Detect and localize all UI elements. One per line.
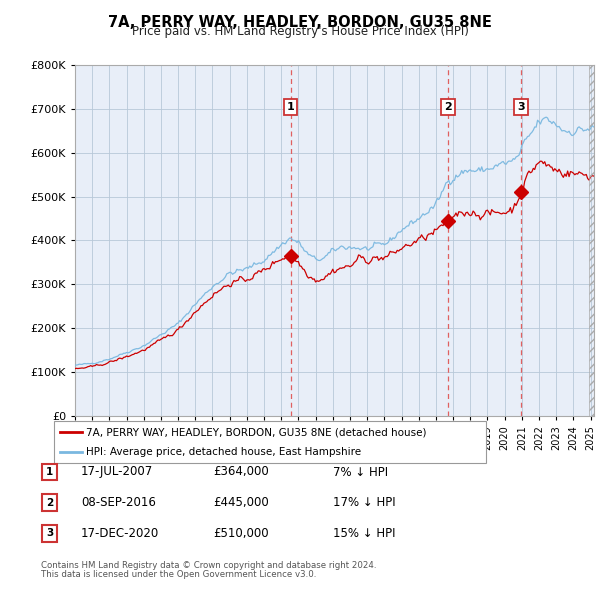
Text: 2: 2	[444, 102, 452, 112]
Text: 1: 1	[287, 102, 295, 112]
Text: Contains HM Land Registry data © Crown copyright and database right 2024.: Contains HM Land Registry data © Crown c…	[41, 561, 376, 570]
Text: 17% ↓ HPI: 17% ↓ HPI	[333, 496, 395, 509]
Text: 2: 2	[46, 498, 53, 507]
Text: 7A, PERRY WAY, HEADLEY, BORDON, GU35 8NE: 7A, PERRY WAY, HEADLEY, BORDON, GU35 8NE	[108, 15, 492, 30]
Text: 17-JUL-2007: 17-JUL-2007	[81, 466, 153, 478]
Text: 3: 3	[46, 529, 53, 538]
FancyBboxPatch shape	[42, 494, 58, 511]
Text: 17-DEC-2020: 17-DEC-2020	[81, 527, 159, 540]
Text: 08-SEP-2016: 08-SEP-2016	[81, 496, 156, 509]
Text: 7% ↓ HPI: 7% ↓ HPI	[333, 466, 388, 478]
Text: £510,000: £510,000	[213, 527, 269, 540]
FancyBboxPatch shape	[42, 525, 58, 542]
Text: £364,000: £364,000	[213, 466, 269, 478]
FancyBboxPatch shape	[54, 421, 486, 463]
Text: 1: 1	[46, 467, 53, 477]
Text: This data is licensed under the Open Government Licence v3.0.: This data is licensed under the Open Gov…	[41, 571, 316, 579]
Text: 7A, PERRY WAY, HEADLEY, BORDON, GU35 8NE (detached house): 7A, PERRY WAY, HEADLEY, BORDON, GU35 8NE…	[86, 427, 427, 437]
Text: HPI: Average price, detached house, East Hampshire: HPI: Average price, detached house, East…	[86, 447, 362, 457]
FancyBboxPatch shape	[42, 464, 58, 480]
Text: Price paid vs. HM Land Registry's House Price Index (HPI): Price paid vs. HM Land Registry's House …	[131, 25, 469, 38]
Text: 15% ↓ HPI: 15% ↓ HPI	[333, 527, 395, 540]
Text: £445,000: £445,000	[213, 496, 269, 509]
Text: 3: 3	[517, 102, 525, 112]
